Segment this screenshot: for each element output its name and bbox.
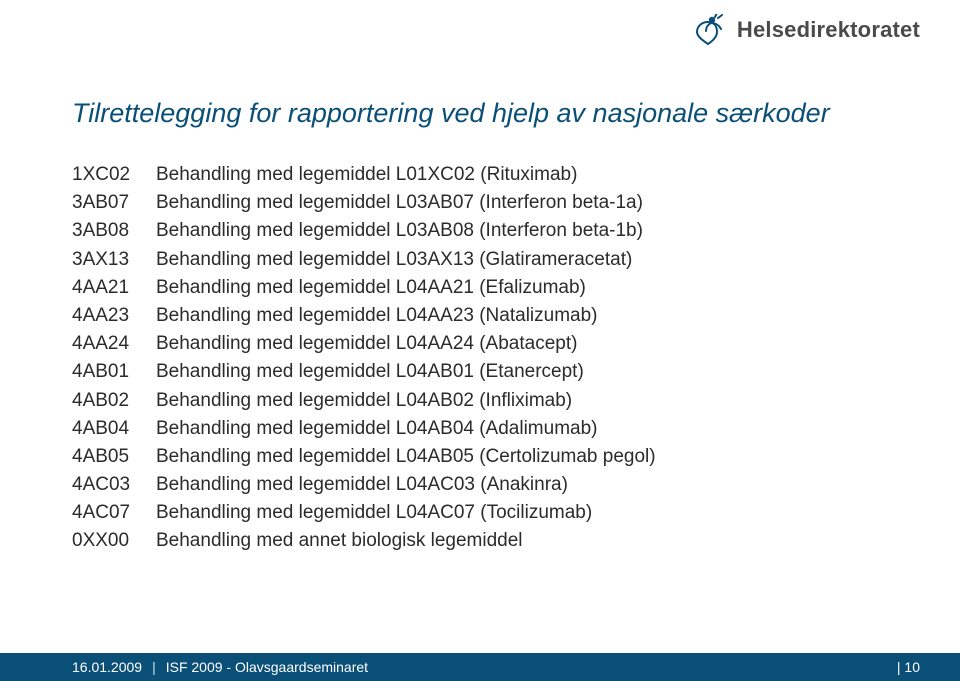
- table-row: 0XX00 Behandling med annet biologisk leg…: [72, 530, 892, 552]
- desc-cell: Behandling med legemiddel L04AC03 (Anaki…: [156, 474, 568, 496]
- desc-cell: Behandling med legemiddel L03AB08 (Inter…: [156, 220, 643, 242]
- code-cell: 4AB05: [72, 446, 156, 468]
- table-row: 4AB04 Behandling med legemiddel L04AB04 …: [72, 418, 892, 440]
- table-row: 4AA23 Behandling med legemiddel L04AA23 …: [72, 305, 892, 327]
- footer-page: 10: [904, 659, 920, 675]
- table-row: 4AA21 Behandling med legemiddel L04AA21 …: [72, 277, 892, 299]
- desc-cell: Behandling med legemiddel L01XC02 (Ritux…: [156, 164, 577, 186]
- table-row: 4AC03 Behandling med legemiddel L04AC03 …: [72, 474, 892, 496]
- code-cell: 3AB07: [72, 192, 156, 214]
- desc-cell: Behandling med legemiddel L03AX13 (Glati…: [156, 249, 632, 271]
- footer-separator: |: [152, 659, 156, 675]
- footer-bar: 16.01.2009 | ISF 2009 - Olavsgaardsemina…: [0, 653, 960, 681]
- code-cell: 3AB08: [72, 220, 156, 242]
- desc-cell: Behandling med legemiddel L04AB05 (Certo…: [156, 446, 656, 468]
- code-table: 1XC02 Behandling med legemiddel L01XC02 …: [72, 164, 892, 559]
- page-title: Tilrettelegging for rapportering ved hje…: [72, 98, 830, 129]
- code-cell: 4AB04: [72, 418, 156, 440]
- brand-logo-icon: [693, 14, 729, 46]
- table-row: 3AB07 Behandling med legemiddel L03AB07 …: [72, 192, 892, 214]
- table-row: 3AB08 Behandling med legemiddel L03AB08 …: [72, 220, 892, 242]
- table-row: 4AA24 Behandling med legemiddel L04AA24 …: [72, 333, 892, 355]
- desc-cell: Behandling med legemiddel L04AA21 (Efali…: [156, 277, 586, 299]
- code-cell: 4AB02: [72, 390, 156, 412]
- table-row: 4AB01 Behandling med legemiddel L04AB01 …: [72, 361, 892, 383]
- table-row: 4AC07 Behandling med legemiddel L04AC07 …: [72, 502, 892, 524]
- code-cell: 4AC03: [72, 474, 156, 496]
- code-cell: 4AC07: [72, 502, 156, 524]
- code-cell: 4AA24: [72, 333, 156, 355]
- footer-page-number: | 10: [897, 659, 920, 675]
- code-cell: 1XC02: [72, 164, 156, 186]
- footer-sep2: |: [897, 659, 901, 675]
- desc-cell: Behandling med legemiddel L04AB01 (Etane…: [156, 361, 584, 383]
- brand-name: Helsedirektoratet: [737, 17, 920, 43]
- footer-event: ISF 2009 - Olavsgaardseminaret: [166, 659, 368, 675]
- code-cell: 3AX13: [72, 249, 156, 271]
- desc-cell: Behandling med legemiddel L03AB07 (Inter…: [156, 192, 643, 214]
- desc-cell: Behandling med legemiddel L04AB04 (Adali…: [156, 418, 598, 440]
- table-row: 3AX13 Behandling med legemiddel L03AX13 …: [72, 249, 892, 271]
- code-cell: 4AA23: [72, 305, 156, 327]
- footer-date: 16.01.2009: [72, 659, 142, 675]
- table-row: 1XC02 Behandling med legemiddel L01XC02 …: [72, 164, 892, 186]
- code-cell: 0XX00: [72, 530, 156, 552]
- table-row: 4AB05 Behandling med legemiddel L04AB05 …: [72, 446, 892, 468]
- code-cell: 4AA21: [72, 277, 156, 299]
- brand-logo: Helsedirektoratet: [693, 14, 920, 46]
- desc-cell: Behandling med legemiddel L04AB02 (Infli…: [156, 390, 572, 412]
- desc-cell: Behandling med legemiddel L04AC07 (Tocil…: [156, 502, 592, 524]
- desc-cell: Behandling med legemiddel L04AA24 (Abata…: [156, 333, 577, 355]
- table-row: 4AB02 Behandling med legemiddel L04AB02 …: [72, 390, 892, 412]
- code-cell: 4AB01: [72, 361, 156, 383]
- desc-cell: Behandling med legemiddel L04AA23 (Natal…: [156, 305, 598, 327]
- desc-cell: Behandling med annet biologisk legemidde…: [156, 530, 523, 552]
